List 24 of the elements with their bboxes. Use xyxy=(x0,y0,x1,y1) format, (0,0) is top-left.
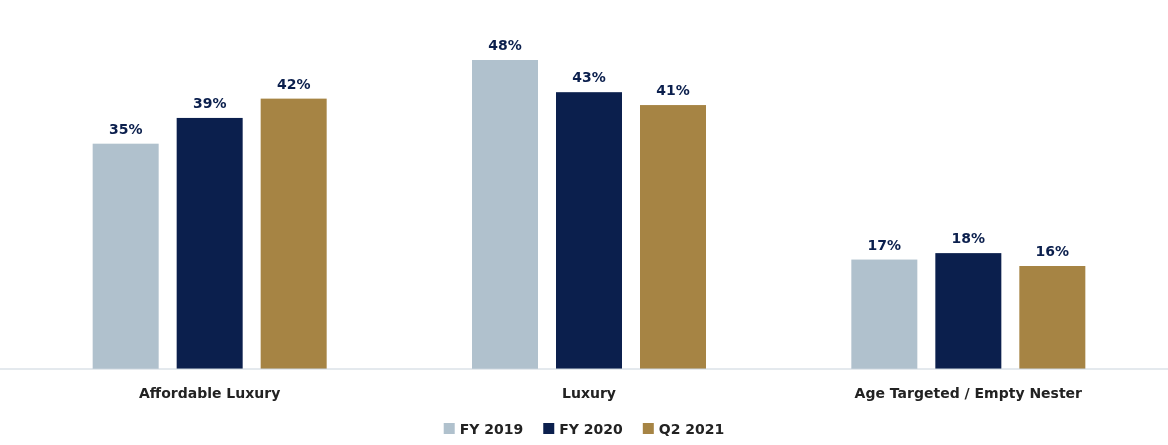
x-tick-label: Affordable Luxury xyxy=(139,385,281,401)
bar xyxy=(260,98,327,369)
bar xyxy=(92,143,159,369)
bar xyxy=(176,117,243,369)
bar xyxy=(556,92,622,369)
data-label: 43% xyxy=(572,69,606,86)
legend-label: Q2 2021 xyxy=(658,421,725,437)
bar xyxy=(935,253,1002,369)
bar xyxy=(1019,266,1086,369)
bar xyxy=(472,60,538,369)
legend-label: FY 2019 xyxy=(459,421,524,437)
data-label: 48% xyxy=(488,37,522,53)
data-label: 18% xyxy=(951,230,986,247)
data-label: 41% xyxy=(656,82,690,99)
data-label: 17% xyxy=(867,236,902,253)
bar xyxy=(640,105,706,369)
data-label: 39% xyxy=(192,94,227,111)
data-label: 42% xyxy=(276,75,311,92)
data-label: 16% xyxy=(1035,243,1070,259)
x-tick-label: Luxury xyxy=(562,385,616,401)
legend-label: FY 2020 xyxy=(559,421,624,437)
bar xyxy=(851,259,918,369)
data-label: 35% xyxy=(108,120,143,137)
x-tick-label: Age Targeted / Empty Nester xyxy=(854,385,1083,401)
